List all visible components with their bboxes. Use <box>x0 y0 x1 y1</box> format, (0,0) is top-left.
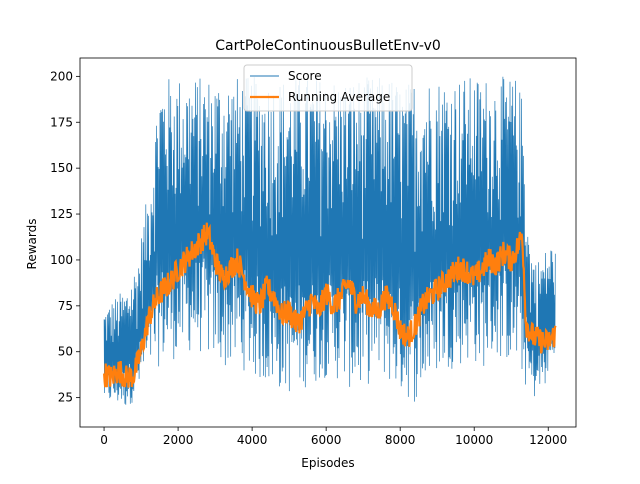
x-tick-label: 0 <box>100 433 108 447</box>
x-tick-label: 6000 <box>311 433 342 447</box>
y-tick-label: 75 <box>58 299 73 313</box>
y-tick-label: 25 <box>58 391 73 405</box>
legend: Score Running Average <box>243 64 413 112</box>
x-tick-label: 8000 <box>385 433 416 447</box>
legend-label-running-average: Running Average <box>288 90 390 104</box>
x-tick-label: 10000 <box>455 433 493 447</box>
y-tick-label: 200 <box>50 69 73 83</box>
y-tick-label: 175 <box>50 115 73 129</box>
x-tick-label: 2000 <box>163 433 194 447</box>
chart-title: CartPoleContinuousBulletEnv-v0 <box>215 38 441 54</box>
x-axis-label: Episodes <box>301 456 354 470</box>
plot-area <box>103 76 557 405</box>
score-series-line <box>103 76 556 405</box>
x-tick-label: 4000 <box>237 433 268 447</box>
y-axis-label: Rewards <box>25 219 39 270</box>
running-average-series-line <box>103 222 557 388</box>
axes: 0 2000 4000 6000 8000 10000 12000 25 50 75 100 125 1… <box>50 57 577 447</box>
legend-box <box>243 64 413 112</box>
axes-frame <box>79 57 577 428</box>
plot-clip-group <box>103 76 557 405</box>
y-tick-label: 125 <box>50 207 73 221</box>
x-tick-label: 12000 <box>529 433 567 447</box>
legend-label-score: Score <box>288 69 322 83</box>
y-tick-label: 150 <box>50 161 73 175</box>
y-tick-label: 50 <box>58 345 73 359</box>
y-tick-label: 100 <box>50 253 73 267</box>
